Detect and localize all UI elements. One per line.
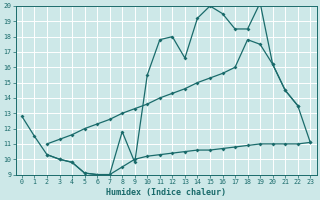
X-axis label: Humidex (Indice chaleur): Humidex (Indice chaleur) xyxy=(106,188,226,197)
